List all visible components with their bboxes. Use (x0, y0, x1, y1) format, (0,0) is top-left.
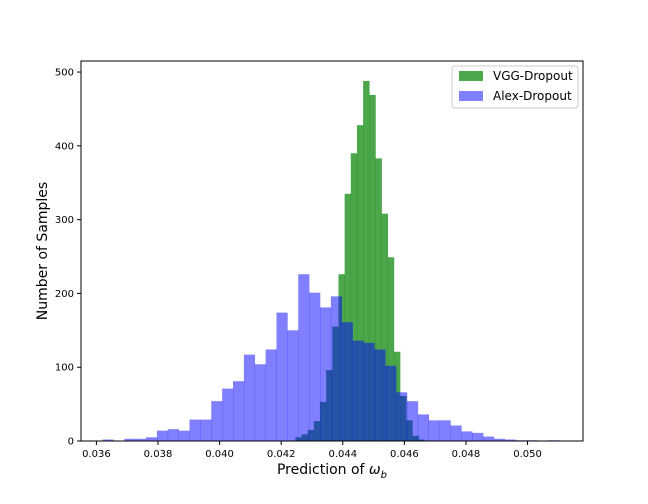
alex-dropout-bar (428, 420, 440, 441)
y-tick-label: 300 (55, 215, 74, 226)
alex-dropout-bar (222, 388, 234, 441)
alex-dropout-bar (319, 307, 332, 441)
alex-dropout-bar (385, 365, 397, 441)
x-tick-label: 0.048 (452, 449, 481, 460)
alex-dropout-bar (276, 312, 288, 441)
alex-dropout-bar (483, 436, 495, 441)
alex-dropout-bars (102, 274, 560, 441)
vgg-dropout-bar (387, 257, 395, 441)
alex-dropout-bar (396, 392, 408, 441)
alex-dropout-bar (504, 439, 516, 441)
alex-dropout-bar (265, 349, 277, 441)
y-tick-label: 0 (68, 437, 74, 448)
x-axis-title: Prediction of ωb (277, 462, 387, 481)
alex-dropout-bar (178, 430, 190, 441)
x-axis-ticks: 0.036 0.038 0.040 0.042 0.044 0.046 0.048 0.050 (82, 441, 542, 460)
alex-dropout-bar (146, 437, 158, 441)
alex-dropout-bar (102, 439, 114, 441)
alex-dropout-bar (309, 292, 321, 441)
y-tick-label: 100 (55, 363, 74, 374)
y-axis-ticks: 0 100 200 300 400 500 (55, 68, 81, 448)
x-tick-label: 0.050 (513, 449, 542, 460)
alex-dropout-bar (352, 340, 364, 441)
vgg-dropout-bar (356, 125, 364, 441)
legend: VGG-Dropout Alex-Dropout (451, 65, 579, 109)
vgg-dropout-bar (344, 193, 352, 441)
legend-box (451, 65, 579, 109)
x-tick-label: 0.040 (205, 449, 234, 460)
alex-dropout-bar (135, 438, 147, 441)
vgg-dropout-bar (363, 80, 370, 442)
x-tick-label: 0.044 (328, 449, 357, 460)
vgg-dropout-bar (375, 158, 382, 441)
plot-frame (80, 60, 584, 442)
alex-dropout-bar (211, 401, 223, 441)
legend-label-alex-dropout: Alex-Dropout (493, 89, 572, 103)
alex-dropout-bar (341, 322, 353, 441)
alex-dropout-bar (439, 420, 451, 441)
x-tick-label: 0.046 (390, 449, 419, 460)
alex-dropout-bar (450, 425, 462, 441)
alex-dropout-bar (254, 364, 266, 441)
alex-dropout-bar (167, 429, 179, 441)
vgg-dropout-bar (350, 153, 358, 442)
alex-dropout-bar (124, 438, 136, 441)
alex-dropout-bar (472, 432, 484, 441)
alex-dropout-bar (493, 438, 506, 441)
legend-swatch-vgg-dropout (459, 71, 483, 81)
legend-swatch-alex-dropout (459, 91, 483, 101)
alex-dropout-bar (243, 354, 256, 441)
y-tick-label: 200 (55, 289, 74, 300)
y-tick-label: 400 (55, 141, 74, 152)
alex-dropout-bar (189, 419, 201, 441)
vgg-dropout-bar (381, 213, 389, 441)
alex-dropout-bar (417, 414, 429, 441)
legend-label-vgg-dropout: VGG-Dropout (493, 69, 573, 83)
alex-dropout-bar (363, 342, 375, 441)
vgg-dropout-bar (369, 94, 376, 441)
alex-dropout-bar (374, 349, 386, 441)
y-tick-label: 500 (55, 68, 74, 79)
x-tick-label: 0.038 (144, 449, 173, 460)
alex-dropout-bar (200, 419, 212, 441)
y-axis-title: Number of Samples (35, 182, 51, 320)
x-tick-label: 0.042 (267, 449, 296, 460)
alex-dropout-bar (287, 330, 299, 441)
alex-dropout-bar (156, 430, 169, 441)
x-tick-label: 0.036 (82, 449, 111, 460)
alex-dropout-bar (298, 274, 310, 441)
alex-dropout-bar (406, 401, 419, 441)
alex-dropout-bar (461, 431, 473, 441)
alex-dropout-bar (233, 381, 245, 441)
alex-dropout-bar (330, 296, 343, 441)
